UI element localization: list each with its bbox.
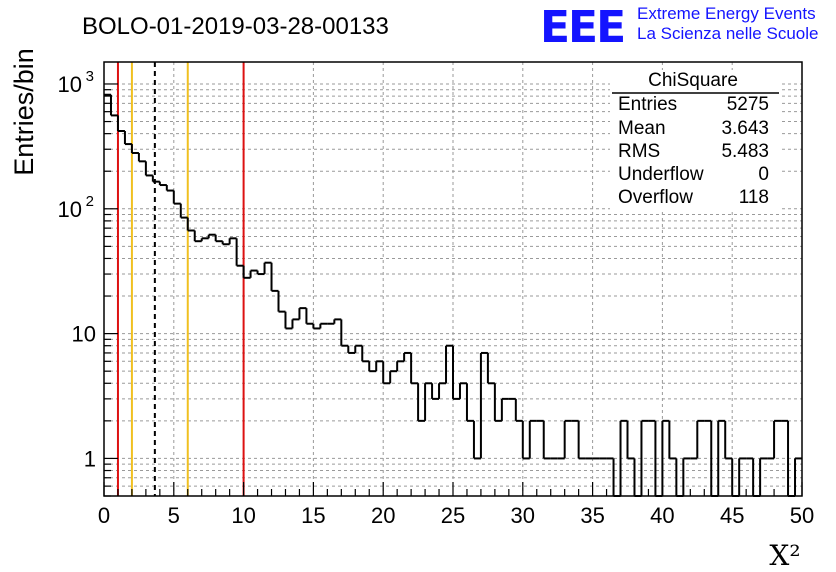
eee-logo-line1: Extreme Energy Events (637, 4, 816, 23)
x-tick-label: 30 (511, 503, 535, 528)
y-tick-exponent: 3 (86, 68, 94, 85)
y-tick-label: 10 (72, 322, 96, 347)
x-axis: 0 5 10 15 20 25 30 35 40 45 50 (98, 482, 814, 528)
stats-value: 118 (739, 187, 769, 208)
x-tick-label: 10 (231, 503, 255, 528)
reference-lines (116, 62, 245, 496)
stats-label: RMS (618, 141, 660, 162)
eee-logo: EEE Extreme Energy Events La Scienza nel… (540, 2, 818, 53)
x-tick-label: 40 (650, 503, 674, 528)
x-tick-label: 0 (98, 503, 110, 528)
stats-label: Underflow (618, 164, 704, 185)
run-title: BOLO-01-2019-03-28-00133 (82, 13, 389, 40)
stats-box: ChiSquare Entries 5275 Mean 3.643 RMS 5.… (610, 70, 780, 210)
x-axis-label: X² (769, 539, 800, 572)
stats-label: Mean (618, 118, 666, 139)
stats-label: Entries (618, 94, 677, 115)
stats-title: ChiSquare (648, 70, 738, 91)
x-tick-label: 50 (790, 503, 814, 528)
x-tick-label: 20 (371, 503, 395, 528)
stats-value: 5275 (727, 94, 769, 115)
eee-logo-line2: La Scienza nelle Scuole (637, 24, 818, 43)
y-tick-label: 1 (84, 446, 96, 471)
x-tick-label: 5 (168, 503, 180, 528)
y-axis-label: Entries/bin (9, 48, 39, 176)
stats-value: 5.483 (721, 141, 769, 162)
x-tick-label: 45 (720, 503, 744, 528)
x-tick-label: 15 (301, 503, 325, 528)
stats-value: 3.643 (721, 118, 769, 139)
x-tick-label: 35 (580, 503, 604, 528)
y-tick-label: 10 (58, 72, 82, 97)
y-tick-exponent: 2 (86, 193, 94, 210)
x-tick-label: 25 (441, 503, 465, 528)
eee-logo-mark: EEE (540, 2, 624, 53)
y-tick-label: 10 (58, 197, 82, 222)
stats-value: 0 (758, 164, 769, 185)
stats-label: Overflow (618, 187, 693, 208)
